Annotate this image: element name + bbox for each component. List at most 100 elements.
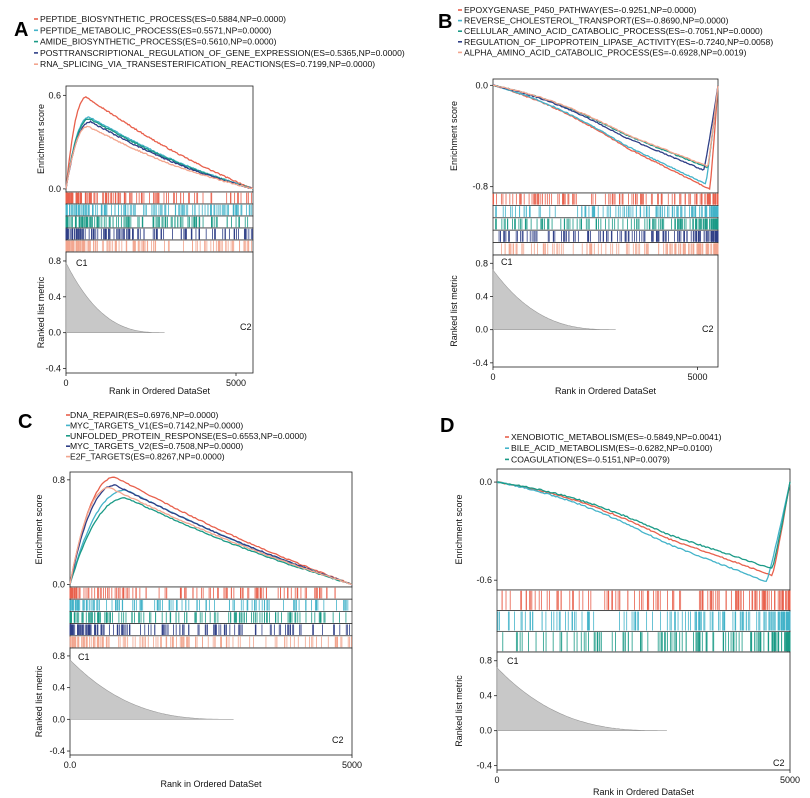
panel-letter: C xyxy=(18,411,32,433)
es-curve xyxy=(65,120,254,190)
es-curve xyxy=(492,84,719,168)
x-tick-label: 5000 xyxy=(226,378,246,388)
metric-axis-label: Ranked list metric xyxy=(34,665,44,737)
ranked-metric-area xyxy=(65,262,165,333)
es-curve xyxy=(65,125,254,190)
es-tick-label: 0.8 xyxy=(52,475,65,485)
metric-tick-label: 0.8 xyxy=(48,256,61,266)
c1-label: C1 xyxy=(507,656,519,666)
c2-label: C2 xyxy=(332,735,344,745)
legend-entry: MYC_TARGETS_V1(ES=0.7142,NP=0.0000) xyxy=(70,420,243,430)
legend-entry: EPOXYGENASE_P450_PATHWAY(ES=-0.9251,NP=0… xyxy=(464,5,696,15)
metric-tick-label: 0.8 xyxy=(479,656,492,666)
x-tick-label: 0 xyxy=(63,378,68,388)
es-axis-label: Enrichment score xyxy=(454,494,464,564)
es-curve xyxy=(496,481,791,582)
legend-entry: ALPHA_AMINO_ACID_CATABOLIC_PROCESS(ES=-0… xyxy=(464,47,747,57)
panel-d: D XENOBIOTIC_METABOLISM(ES=-0.5849,NP=0.0… xyxy=(440,415,800,797)
panel-c: C DNA_REPAIR(ES=0.6976,NP=0.0000)MYC_TARG… xyxy=(18,410,362,789)
es-curve xyxy=(69,484,353,586)
metric-tick-label: -0.4 xyxy=(476,761,492,771)
ranked-metric-area xyxy=(496,666,667,731)
es-frame xyxy=(496,468,791,591)
legend-entry: PEPTIDE_BIOSYNTHETIC_PROCESS(ES=0.5884,N… xyxy=(40,14,286,24)
legend-entry: PEPTIDE_METABOLIC_PROCESS(ES=0.5571,NP=0… xyxy=(40,25,272,35)
es-curve xyxy=(69,476,353,585)
es-curve xyxy=(69,486,353,586)
x-axis-label: Rank in Ordered DataSet xyxy=(109,386,211,396)
es-curve xyxy=(496,481,791,569)
x-tick-label: 5000 xyxy=(780,775,800,785)
legend-entry: AMIDE_BIOSYNTHETIC_PROCESS(ES=0.5610,NP=… xyxy=(40,37,277,47)
es-tick-label: 0.0 xyxy=(48,184,61,194)
es-tick-label: -0.6 xyxy=(476,575,492,585)
ranked-metric-area xyxy=(492,268,616,330)
metric-tick-label: -0.4 xyxy=(45,364,61,374)
hit-row xyxy=(69,623,353,637)
c2-label: C2 xyxy=(773,758,785,768)
panel-letter: D xyxy=(440,415,454,437)
x-tick-label: 5000 xyxy=(342,760,362,770)
es-axis-label: Enrichment score xyxy=(449,101,459,171)
legend-entry: DNA_REPAIR(ES=0.6976,NP=0.0000) xyxy=(70,410,219,420)
hit-row xyxy=(65,203,254,217)
es-tick-label: 0.0 xyxy=(475,80,488,90)
legend-entry: RNA_SPLICING_VIA_TRANSESTERIFICATION_REA… xyxy=(40,59,375,69)
c1-label: C1 xyxy=(78,652,90,662)
metric-tick-label: 0.0 xyxy=(52,714,65,724)
metric-tick-label: 0.0 xyxy=(475,325,488,335)
metric-tick-label: 0.8 xyxy=(52,651,65,661)
metric-axis-label: Ranked list metric xyxy=(36,276,46,348)
x-tick-label: 0 xyxy=(490,372,495,382)
panel-a: A PEPTIDE_BIOSYNTHETIC_PROCESS(ES=0.5884,… xyxy=(14,14,405,396)
x-tick-label: 5000 xyxy=(688,372,708,382)
legend-entry: BILE_ACID_METABOLISM(ES=-0.6282,NP=0.010… xyxy=(511,443,713,453)
c2-label: C2 xyxy=(702,324,714,334)
c1-label: C1 xyxy=(76,258,88,268)
es-axis-label: Enrichment score xyxy=(34,494,44,564)
es-curve xyxy=(492,84,719,185)
legend-entry: MYC_TARGETS_V2(ES=0.7508,NP=0.0000) xyxy=(70,441,243,451)
legend-entry: POSTTRANSCRIPTIONAL_REGULATION_OF_GENE_E… xyxy=(40,48,405,58)
c2-label: C2 xyxy=(240,322,252,332)
c1-label: C1 xyxy=(501,257,513,267)
x-axis-label: Rank in Ordered DataSet xyxy=(593,787,695,797)
ranked-metric-area xyxy=(69,659,234,720)
legend-entry: UNFOLDED_PROTEIN_RESPONSE(ES=0.6553,NP=0… xyxy=(70,431,307,441)
legend-entry: REGULATION_OF_LIPOPROTEIN_LIPASE_ACTIVIT… xyxy=(464,37,773,47)
metric-axis-label: Ranked list metric xyxy=(449,275,459,347)
es-tick-label: -0.8 xyxy=(472,182,488,192)
x-axis-label: Rank in Ordered DataSet xyxy=(555,386,657,396)
panel-letter: B xyxy=(438,11,452,33)
metric-tick-label: 0.0 xyxy=(479,726,492,736)
es-tick-label: 0.0 xyxy=(52,579,65,589)
legend-entry: COAGULATION(ES=-0.5151,NP=0.0079) xyxy=(511,454,670,464)
x-axis-label: Rank in Ordered DataSet xyxy=(160,779,262,789)
hit-row xyxy=(496,589,791,612)
metric-tick-label: 0.8 xyxy=(475,258,488,268)
legend-entry: XENOBIOTIC_METABOLISM(ES=-0.5849,NP=0.00… xyxy=(511,432,722,442)
panel-b: B EPOXYGENASE_P450_PATHWAY(ES=-0.9251,NP=… xyxy=(438,5,773,396)
x-tick-label: 0.0 xyxy=(64,760,77,770)
metric-tick-label: 0.4 xyxy=(475,291,488,301)
es-axis-label: Enrichment score xyxy=(36,104,46,174)
legend-entry: E2F_TARGETS(ES=0.8267,NP=0.0000) xyxy=(70,452,225,462)
es-curve xyxy=(496,481,791,577)
x-tick-label: 0 xyxy=(494,775,499,785)
legend-entry: REVERSE_CHOLESTEROL_TRANSPORT(ES=-0.8690… xyxy=(464,16,729,26)
metric-tick-label: -0.4 xyxy=(49,746,65,756)
metric-tick-label: 0.0 xyxy=(48,328,61,338)
es-curve xyxy=(65,116,254,190)
metric-axis-label: Ranked list metric xyxy=(454,675,464,747)
legend-entry: CELLULAR_AMINO_ACID_CATABOLIC_PROCESS(ES… xyxy=(464,26,763,36)
metric-tick-label: 0.4 xyxy=(48,292,61,302)
hit-row xyxy=(65,239,254,253)
metric-tick-label: 0.4 xyxy=(52,683,65,693)
hit-row xyxy=(496,630,791,653)
es-curve xyxy=(65,95,254,189)
es-tick-label: 0.0 xyxy=(479,477,492,487)
metric-tick-label: -0.4 xyxy=(472,358,488,368)
hit-row xyxy=(69,586,353,600)
es-tick-label: 0.6 xyxy=(48,90,61,100)
